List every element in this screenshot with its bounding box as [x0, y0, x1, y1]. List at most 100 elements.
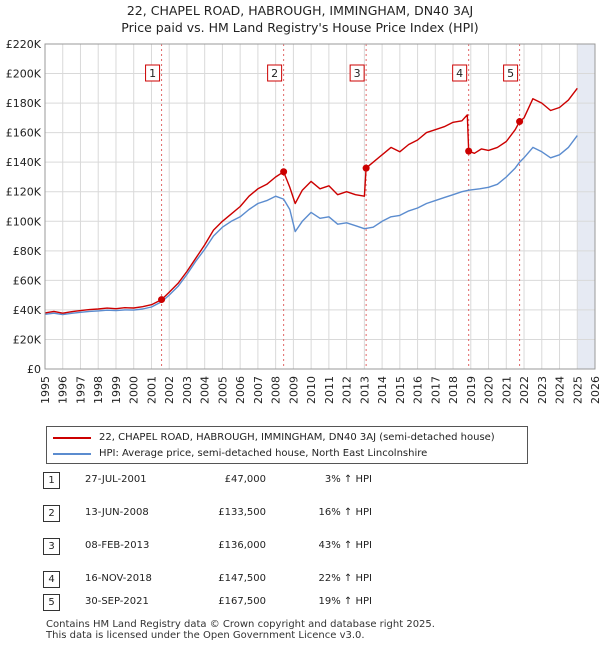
sale-number: 3	[43, 538, 60, 555]
sale-marker-label: 3	[354, 67, 361, 80]
y-tick-label: £120K	[6, 186, 42, 199]
y-tick-label: £80K	[13, 245, 42, 258]
x-tick-label: 2016	[412, 376, 425, 404]
sale-date: 30-SEP-2021	[85, 596, 149, 607]
legend-swatch-blue	[53, 453, 91, 455]
x-tick-label: 2006	[234, 376, 247, 404]
sale-marker-box	[267, 64, 283, 82]
sale-marker-box	[503, 64, 519, 82]
x-tick-label: 2014	[376, 376, 389, 404]
sale-row: 4 16-NOV-2018 £147,500 22% ↑ HPI	[0, 569, 600, 589]
footer-line-2: This data is licensed under the Open Gov…	[46, 630, 365, 641]
y-tick-label: £220K	[6, 38, 42, 51]
sale-price: £167,500	[218, 596, 266, 607]
sale-number: 5	[43, 594, 60, 611]
y-tick-label: £160K	[6, 127, 42, 140]
x-tick-label: 2012	[341, 376, 354, 404]
y-tick-label: £60K	[13, 274, 42, 287]
sale-marker-box	[145, 64, 161, 82]
x-tick-label: 2007	[252, 376, 265, 404]
sale-date: 13-JUN-2008	[85, 507, 149, 518]
x-tick-label: 1998	[92, 376, 105, 404]
x-tick-label: 2003	[181, 376, 194, 404]
sale-marker-label: 1	[149, 67, 156, 80]
x-tick-label: 1997	[74, 376, 87, 404]
sale-row: 1 27-JUL-2001 £47,000 3% ↑ HPI	[0, 470, 600, 490]
x-tick-label: 2018	[447, 376, 460, 404]
sale-marker-labels: 1 2 3 4 5	[145, 64, 519, 82]
x-tick-label: 2021	[500, 376, 513, 404]
sale-price: £147,500	[218, 573, 266, 584]
sale-row: 5 30-SEP-2021 £167,500 19% ↑ HPI	[0, 592, 600, 612]
x-tick-label: 2008	[270, 376, 283, 404]
sale-price: £136,000	[218, 540, 266, 551]
title-line-1: 22, CHAPEL ROAD, HABROUGH, IMMINGHAM, DN…	[126, 3, 474, 18]
x-tick-label: 2025	[571, 376, 584, 404]
legend: 22, CHAPEL ROAD, HABROUGH, IMMINGHAM, DN…	[46, 426, 528, 464]
sale-price: £133,500	[218, 507, 266, 518]
sale-vlines	[161, 44, 521, 369]
plot-frame	[44, 43, 596, 370]
property-price-line	[44, 87, 578, 314]
y-tick-label: £20K	[13, 333, 42, 346]
x-tick-label: 2010	[305, 376, 318, 404]
future-shade	[577, 44, 595, 369]
chart-title: 22, CHAPEL ROAD, HABROUGH, IMMINGHAM, DN…	[0, 2, 600, 36]
x-tick-label: 2015	[394, 376, 407, 404]
series-lines	[44, 87, 578, 316]
sale-point	[362, 164, 370, 172]
sale-number: 1	[43, 472, 60, 489]
sale-date: 16-NOV-2018	[85, 573, 152, 584]
x-axis-ticks: 1995 1996 1997 1998 1999 2000 2001 2002 2003 2004…	[39, 376, 600, 404]
sale-price: £47,000	[224, 474, 266, 485]
y-axis-ticks: £0 £20K £40K £60K £80K £100K £120K £140K £160K £1…	[6, 38, 42, 376]
sale-date: 27-JUL-2001	[85, 474, 147, 485]
footer-line-1: Contains HM Land Registry data © Crown c…	[46, 619, 435, 630]
x-tick-label: 2026	[589, 376, 600, 404]
x-tick-label: 2024	[554, 376, 567, 404]
x-tick-label: 2002	[163, 376, 176, 404]
sale-number: 4	[43, 571, 60, 588]
sale-hpi: 22% ↑ HPI	[318, 573, 372, 584]
sale-marker-label: 2	[271, 67, 278, 80]
legend-label-hpi: HPI: Average price, semi-detached house,…	[99, 448, 428, 459]
y-tick-label: £200K	[6, 68, 42, 81]
x-tick-label: 1996	[57, 376, 70, 404]
x-tick-label: 2022	[518, 376, 531, 404]
plot-background	[45, 44, 595, 369]
sale-hpi: 43% ↑ HPI	[318, 540, 372, 551]
y-tick-label: £100K	[6, 215, 42, 228]
y-tick-label: £140K	[6, 156, 42, 169]
sale-point	[465, 147, 473, 155]
price-chart: £0 £20K £40K £60K £80K £100K £120K £140K £160K £1…	[6, 38, 600, 404]
sale-point	[280, 168, 288, 176]
x-tick-label: 2013	[358, 376, 371, 404]
legend-swatch-red	[53, 437, 91, 439]
sale-marker-label: 4	[456, 67, 463, 80]
x-tick-label: 2019	[465, 376, 478, 404]
x-tick-label: 2017	[429, 376, 442, 404]
y-tick-label: £180K	[6, 97, 42, 110]
title-line-2: Price paid vs. HM Land Registry's House …	[121, 20, 479, 35]
sale-point	[158, 296, 166, 304]
x-tick-label: 1999	[110, 376, 123, 404]
y-tick-label: £40K	[13, 304, 42, 317]
sale-points	[158, 118, 524, 304]
sale-marker-box	[452, 64, 468, 82]
x-tick-label: 2004	[199, 376, 212, 404]
sale-date: 08-FEB-2013	[85, 540, 150, 551]
sale-hpi: 19% ↑ HPI	[318, 596, 372, 607]
sale-number: 2	[43, 505, 60, 522]
x-tick-label: 2023	[536, 376, 549, 404]
x-tick-label: 2005	[216, 376, 229, 404]
x-tick-label: 2011	[323, 376, 336, 404]
sale-marker-label: 5	[507, 67, 514, 80]
sale-marker-box	[349, 64, 365, 82]
y-tick-label: £0	[27, 363, 41, 376]
sale-row: 3 08-FEB-2013 £136,000 43% ↑ HPI	[0, 536, 600, 556]
x-tick-label: 2001	[145, 376, 158, 404]
x-tick-label: 2009	[287, 376, 300, 404]
x-tick-label: 2020	[483, 376, 496, 404]
footer: Contains HM Land Registry data © Crown c…	[46, 619, 435, 641]
sale-hpi: 3% ↑ HPI	[324, 474, 372, 485]
